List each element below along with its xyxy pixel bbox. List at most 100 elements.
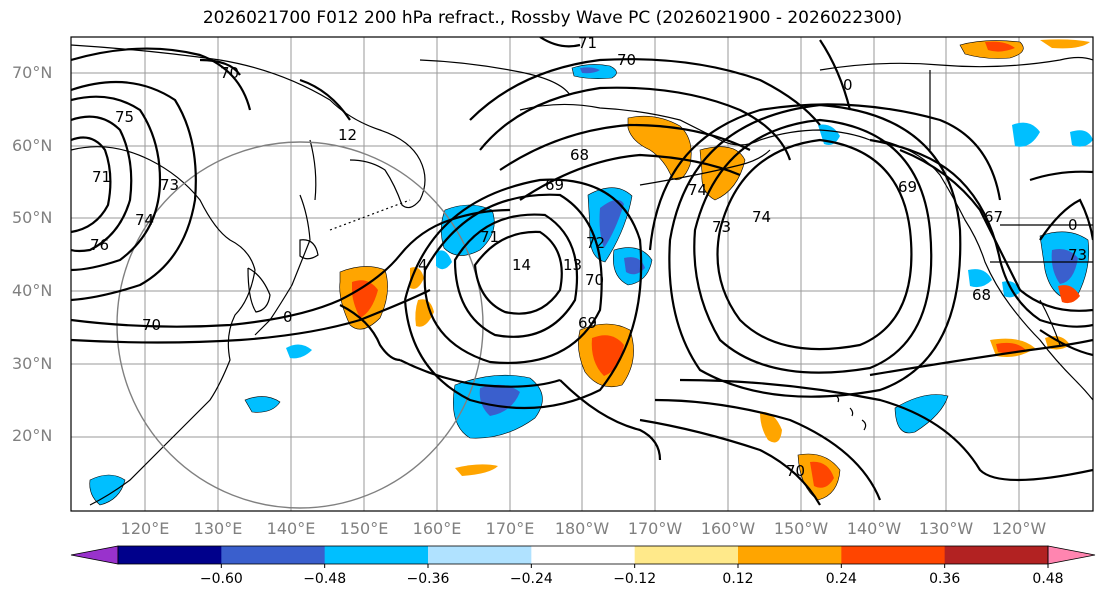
lon-label-170e: 170°E <box>486 519 535 538</box>
contour-line <box>559 379 662 461</box>
coastline-hokkaido <box>299 239 319 260</box>
map-title: 2026021700 F012 200 hPa refract., Rossby… <box>202 8 903 28</box>
lon-label-180w: 180°W <box>555 519 610 538</box>
contour-line <box>403 178 643 410</box>
contour-line <box>71 47 252 111</box>
contour-line <box>71 80 197 302</box>
contour-line <box>869 138 1093 328</box>
colorbar-outline <box>117 545 1049 565</box>
coastline-na-west <box>879 139 1093 401</box>
lon-label-170w: 170°W <box>628 519 683 538</box>
contour-label: 70 <box>617 51 636 69</box>
colorbar-segment <box>531 546 636 564</box>
contour-line <box>1029 170 1093 182</box>
colorbar-tick-label: −0.36 <box>407 571 450 587</box>
refractivity-contours <box>71 37 1093 506</box>
contour-label: 0 <box>843 76 853 94</box>
lon-label-160w: 160°W <box>701 519 756 538</box>
pos-anomaly-core <box>985 41 1015 52</box>
contour-line <box>199 58 351 121</box>
colorbar-segment <box>841 546 946 564</box>
contour-line <box>679 378 1093 482</box>
colorbar-segment <box>738 546 842 564</box>
lon-label-150w: 150°W <box>774 519 829 538</box>
neg-anomaly-patch <box>89 474 126 506</box>
contour-label: 70 <box>585 271 604 289</box>
neg-anomaly-patch <box>894 394 949 434</box>
contour-label: 71 <box>480 228 499 246</box>
neg-anomaly-core <box>624 257 645 275</box>
neg-anomaly-patch <box>1070 130 1093 147</box>
contour-line <box>1039 198 1093 241</box>
contour-line <box>339 304 401 362</box>
colorbar-segment <box>324 546 429 564</box>
colorbar-tick-label: −0.12 <box>613 571 656 587</box>
contour-line <box>648 103 1002 251</box>
neg-anomaly-core <box>580 67 600 74</box>
contour-line <box>71 95 162 272</box>
lat-label-30n: 30°N <box>12 354 52 373</box>
colorbar-ticks: −0.60 −0.48 −0.36 −0.24 −0.12 0.12 0.24 0.36 0.4… <box>200 564 1064 587</box>
contour-line <box>639 418 821 506</box>
coastline-japan <box>254 194 311 336</box>
pos-anomaly-core <box>1058 285 1080 304</box>
neg-anomaly-core <box>1051 249 1078 284</box>
colorbar-tick-label: 0.48 <box>1032 571 1063 587</box>
colorbar-tick-label: 0.12 <box>722 571 753 587</box>
lon-label-140w: 140°W <box>847 519 902 538</box>
contour-line <box>539 37 581 48</box>
lon-label-120w: 120°W <box>992 519 1047 538</box>
contour-label: 70 <box>220 64 239 82</box>
neg-anomaly-patch <box>436 250 452 270</box>
contour-label: 74 <box>752 208 771 226</box>
colorbar-segment <box>428 546 532 564</box>
contour-label: 74 <box>135 211 154 229</box>
contour-label: 67 <box>984 208 1003 226</box>
contour-label: 73 <box>1068 246 1087 264</box>
contour-label: 70 <box>786 462 805 480</box>
contour-label: 74 <box>688 181 707 199</box>
pos-anomaly-core <box>810 461 834 488</box>
contour-label: 69 <box>545 176 564 194</box>
lon-label-160e: 160°E <box>413 519 462 538</box>
colorbar-tick-label: 0.36 <box>929 571 960 587</box>
contour-label: 68 <box>570 146 589 164</box>
lat-label-50n: 50°N <box>12 208 52 227</box>
contour-label: 73 <box>712 218 731 236</box>
colorbar-segments <box>70 545 1096 565</box>
neg-anomaly-patch <box>286 344 312 359</box>
latitude-axis: 20°N 30°N 40°N 50°N 60°N 70°N <box>12 63 52 445</box>
lon-label-130e: 130°E <box>194 519 243 538</box>
contour-label: 0 <box>283 308 293 326</box>
lon-label-140e: 140°E <box>267 519 316 538</box>
contour-label: 4 <box>418 256 428 274</box>
lat-label-70n: 70°N <box>12 63 52 82</box>
coastline-alaska <box>519 103 871 146</box>
contour-line <box>71 136 112 234</box>
refractivity-anomaly-shading <box>89 39 1093 506</box>
neg-anomaly-core <box>599 199 624 248</box>
contour-line <box>1039 329 1093 357</box>
colorbar-segment <box>221 546 326 564</box>
contour-label: 13 <box>563 256 582 274</box>
contour-line <box>716 138 913 351</box>
colorbar-extend-low <box>70 545 119 565</box>
coastline-asia <box>71 146 256 506</box>
contour-line <box>453 213 579 338</box>
coastline-canada-arctic <box>819 56 1093 71</box>
colorbar-segment <box>118 546 222 564</box>
lat-label-20n: 20°N <box>12 426 52 445</box>
contour-line <box>423 193 603 364</box>
coastlines <box>71 44 1093 506</box>
contour-line <box>479 86 792 161</box>
contour-line <box>473 230 563 315</box>
contour-line <box>654 398 882 501</box>
lat-label-40n: 40°N <box>12 281 52 300</box>
coastline-korea <box>247 267 271 313</box>
colorbar-tick-label: 0.24 <box>826 571 857 587</box>
longitude-axis: 120°E 130°E 140°E 150°E 160°E 170°E 180°… <box>121 519 1047 538</box>
coastline-siberia <box>71 44 571 96</box>
contour-label: 0 <box>1068 216 1078 234</box>
contour-line <box>499 123 751 171</box>
